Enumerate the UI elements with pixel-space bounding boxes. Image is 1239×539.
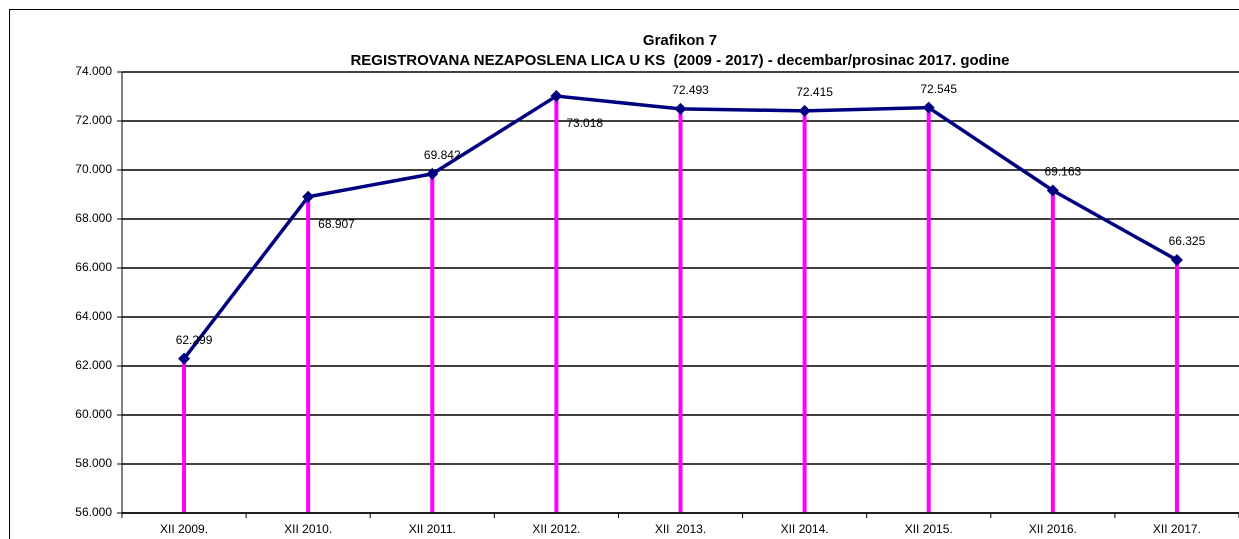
marker (426, 167, 439, 180)
y-tick-label: 66.000 (75, 260, 112, 274)
marker (674, 102, 687, 115)
marker (550, 90, 563, 103)
marker (798, 104, 811, 117)
data-label: 69.163 (1044, 165, 1081, 179)
y-tick-label: 72.000 (75, 113, 112, 127)
data-label: 69.842 (424, 148, 461, 162)
x-tick-label: XII 2010. (284, 522, 332, 536)
y-tick-label: 64.000 (75, 309, 112, 323)
chart-title: Grafikon 7 (643, 32, 717, 49)
marker (1046, 184, 1059, 197)
data-label: 73.018 (566, 116, 603, 130)
data-label: 68.907 (318, 217, 355, 231)
x-tick-label: XII 2016. (1029, 522, 1077, 536)
y-tick-label: 68.000 (75, 211, 112, 225)
y-tick-label: 56.000 (75, 505, 112, 519)
chart-border (9, 9, 1239, 539)
x-tick-label: XII 2009. (160, 522, 208, 536)
marker (178, 352, 191, 365)
x-tick-label: XII 2011. (409, 522, 456, 536)
chart-subtitle: REGISTROVANA NEZAPOSLENA LICA U KS (2009… (350, 52, 1009, 69)
marker (1170, 254, 1183, 267)
data-label: 62.299 (176, 333, 213, 347)
data-label: 72.415 (796, 85, 833, 99)
y-tick-label: 60.000 (75, 407, 112, 421)
x-tick-label: XII 2013. (655, 522, 706, 536)
marker (922, 101, 935, 114)
data-label: 72.493 (672, 83, 709, 97)
x-tick-label: XII 2015. (905, 522, 953, 536)
y-tick-label: 58.000 (75, 456, 112, 470)
data-label: 66.325 (1169, 234, 1206, 248)
data-label: 72.545 (920, 82, 957, 96)
y-tick-label: 70.000 (75, 162, 112, 176)
marker (302, 190, 315, 203)
x-tick-label: XII 2017. (1153, 522, 1201, 536)
y-tick-label: 74.000 (75, 64, 112, 78)
y-tick-label: 62.000 (75, 358, 112, 372)
x-tick-label: XII 2012. (532, 522, 580, 536)
x-tick-label: XII 2014. (781, 522, 829, 536)
